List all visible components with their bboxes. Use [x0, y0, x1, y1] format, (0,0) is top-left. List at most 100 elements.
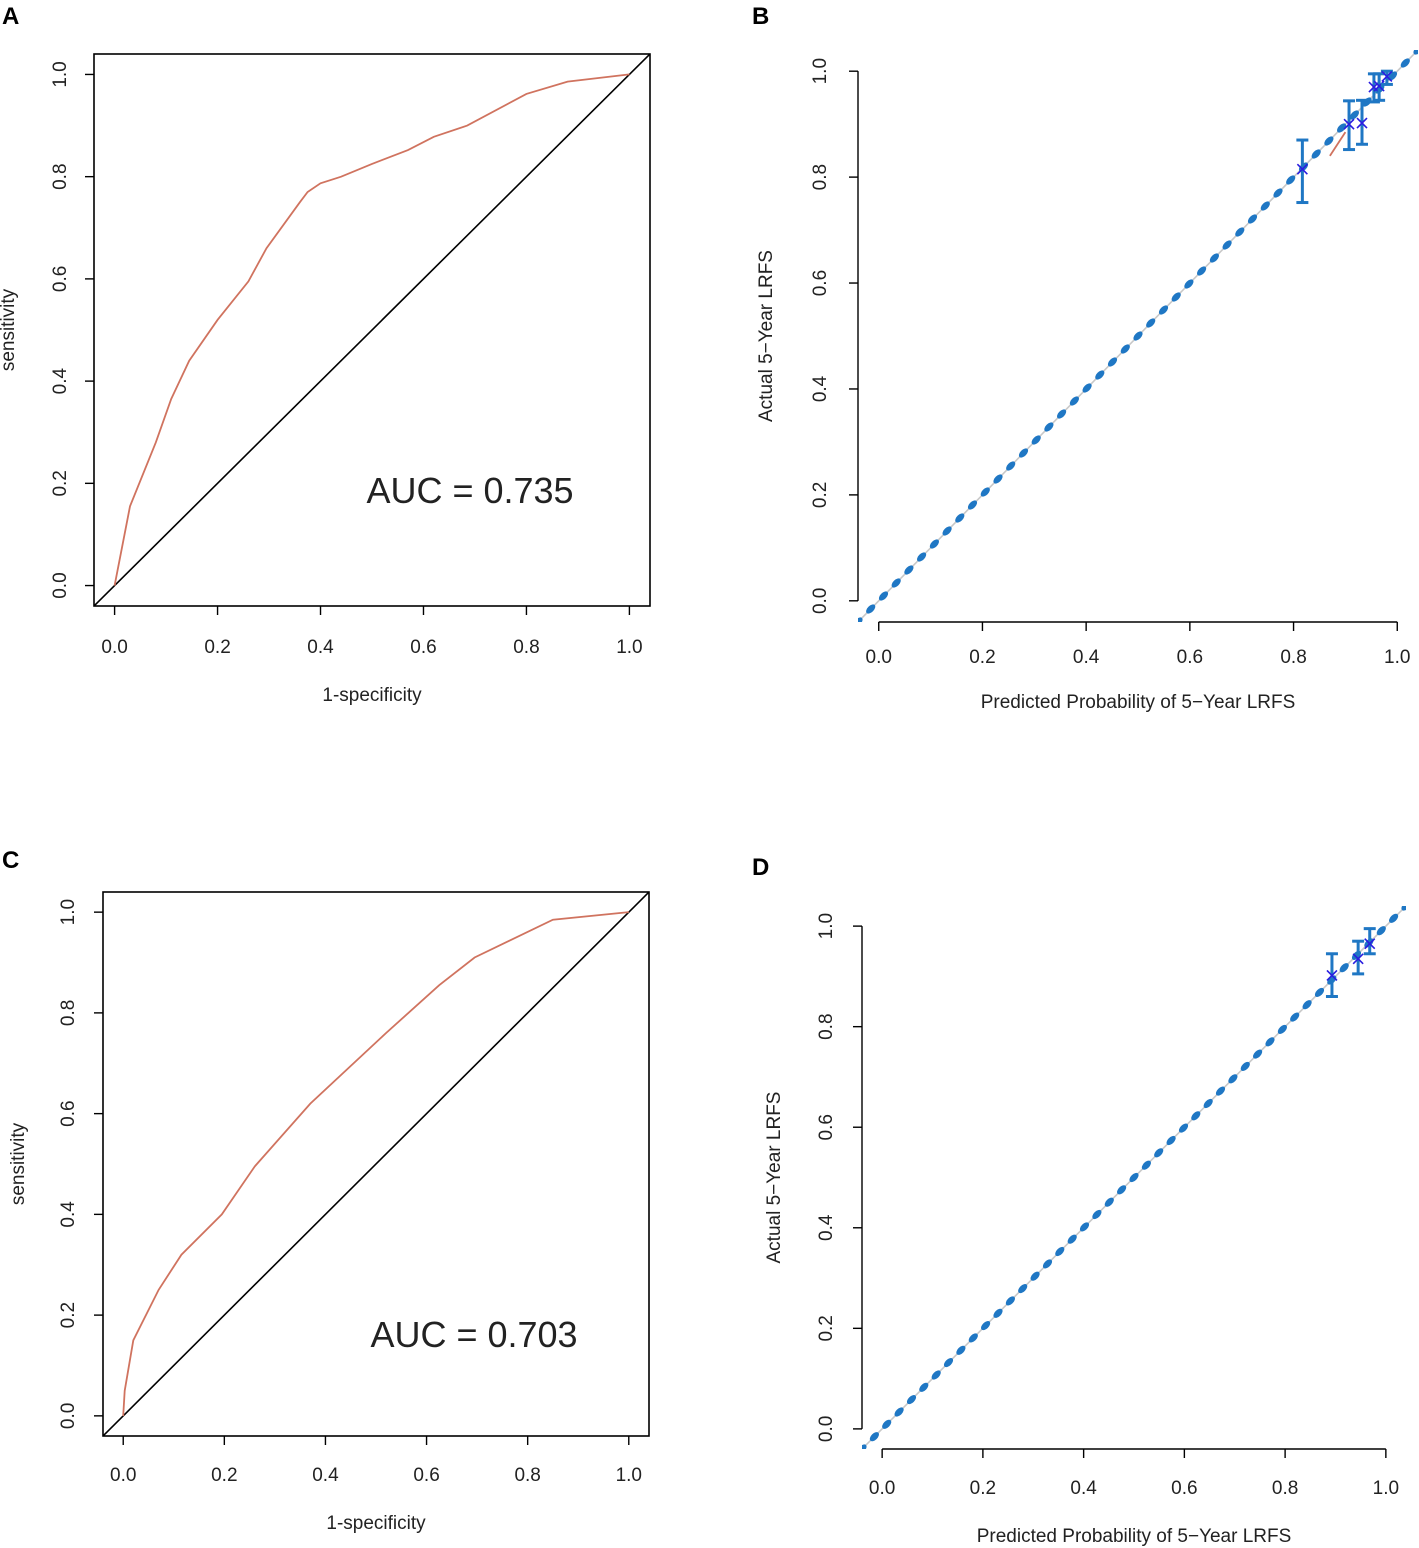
panel-b-dotted-line-dot [1069, 396, 1079, 406]
panel-d-calibration-chart: 0.0 0.2 0.4 0.6 0.8 1.0 0.0 0.2 0.4 0.6 0.8 1.0 Pred… [764, 906, 1406, 1547]
panel-b-dotted-line-dot [1273, 188, 1283, 198]
panel-letter-a: A [2, 3, 19, 30]
panel-b-dotted-line-dot [1222, 240, 1232, 250]
panel-b-x-tick-label: 0.4 [1073, 647, 1100, 668]
panel-d-y-tick-label: 0.6 [816, 1114, 837, 1140]
panel-d-y-tick-label: 0.8 [816, 1013, 837, 1039]
panel-b-x-tick-label: 0.2 [969, 647, 995, 668]
panel-d-dotted-line-dot [956, 1345, 966, 1355]
panel-c-y-tick-label: 0.6 [58, 1100, 79, 1126]
panel-b-y-tick-label: 0.4 [810, 375, 831, 402]
panel-d-dotted-line-dot [1389, 913, 1399, 923]
panel-b-dotted-line-dot [1260, 201, 1270, 211]
panel-d-dotted-line-dot [1042, 1259, 1053, 1269]
panel-b-dotted-line-dot [1387, 71, 1398, 81]
panel-b-dotted-line-dot [955, 513, 965, 523]
panel-b-dotted-line-dot [980, 487, 990, 497]
panel-a-y-tick-label: 0.6 [50, 266, 71, 292]
panel-d-dotted-line-dot [1290, 1012, 1300, 1022]
panel-c-reference-diagonal-line [103, 892, 649, 1436]
panel-d-dotted-line-dot [1141, 1160, 1151, 1170]
panel-letter-b: B [752, 3, 769, 30]
panel-c-x-tick-label: 0.2 [211, 1465, 237, 1486]
panel-d-y-axis-title: Actual 5−Year LRFS [764, 1092, 785, 1264]
panel-d-dotted-line-dot [1079, 1222, 1090, 1232]
panel-b-dotted-line-dot [904, 565, 914, 575]
panel-d-y-tick-label: 1.0 [816, 913, 837, 939]
panel-c-x-axis-title: 1-specificity [326, 1513, 426, 1534]
panel-b-dotted-line-dot [929, 539, 939, 549]
panel-c-x-tick-label: 0.0 [110, 1465, 136, 1486]
panel-b-plot-area [858, 50, 1418, 622]
panel-d-dotted-line-dot [1154, 1148, 1164, 1158]
panel-b-dotted-line-dot [1171, 292, 1181, 302]
panel-d-x-axis-title: Predicted Probability of 5−Year LRFS [977, 1526, 1292, 1547]
panel-d-dotted-line-dot [1129, 1172, 1139, 1183]
panel-a-y-axis-title: sensitivity [0, 288, 19, 371]
panel-b-y-tick-label: 0.6 [810, 270, 831, 296]
panel-d-dotted-line-dot [1178, 1123, 1189, 1133]
panel-b-y-tick-label: 1.0 [810, 58, 831, 84]
panel-b-dotted-line-dot [967, 500, 978, 510]
panel-d-dotted-line-dot [882, 1419, 892, 1429]
panel-a-x-tick-label: 0.8 [513, 637, 539, 658]
panel-b-dotted-line-dot [1146, 318, 1156, 328]
panel-b-y-tick-label: 0.8 [810, 164, 831, 190]
panel-d-dotted-line-dot [869, 1432, 879, 1442]
panel-b-dotted-line-dot [942, 526, 952, 536]
panel-b-dotted-line-dot [1107, 357, 1118, 367]
panel-b-dotted-line-dot [1286, 175, 1296, 185]
panel-b-dotted-line-dot [878, 591, 889, 601]
panel-d-x-tick-label: 0.4 [1070, 1478, 1097, 1499]
panel-d-x-tick-label: 0.2 [970, 1478, 996, 1499]
panel-d-dotted-line-dot [1240, 1061, 1250, 1071]
panel-b-dotted-line-dot [1324, 136, 1334, 146]
panel-d-dotted-line-dot [1302, 1000, 1312, 1010]
panel-d-dotted-line-dot [1030, 1271, 1040, 1281]
panel-a-plot-area [94, 54, 650, 606]
panel-b-x-tick-label: 1.0 [1384, 647, 1410, 668]
panel-c-y-tick-label: 0.0 [58, 1403, 79, 1429]
panel-b-observed-point [1296, 163, 1308, 175]
panel-c-x-tick-label: 0.4 [312, 1465, 339, 1486]
panel-d-x-tick-label: 0.6 [1171, 1478, 1197, 1499]
panel-c-roc-curve [122, 911, 629, 1416]
panel-d-dotted-line-dot [1191, 1111, 1201, 1121]
panel-d-dotted-line-dot [1018, 1284, 1028, 1294]
panel-a-roc-chart: 0.0 0.2 0.4 0.6 0.8 1.0 0.0 0.2 0.4 0.6 0.8 1.0 1-sp… [0, 53, 651, 706]
panel-d-dotted-line-dot [919, 1382, 929, 1392]
panel-b-observed-point [1381, 70, 1393, 83]
panel-d-dotted-line-dot [862, 1444, 867, 1449]
panel-c-y-tick-label: 0.2 [58, 1302, 79, 1328]
panel-d-dotted-line-dot [968, 1333, 978, 1343]
panel-b-dotted-line-dot [1184, 279, 1194, 289]
panel-a-y-tick-label: 0.4 [50, 367, 71, 394]
panel-d-dotted-line-dot [1277, 1024, 1287, 1034]
panel-b-dotted-line-dot [1006, 461, 1016, 471]
panel-letter-c: C [2, 847, 19, 874]
panel-a-plot-frame [93, 53, 651, 607]
panel-d-y-tick-label: 0.4 [816, 1214, 837, 1241]
panel-b-x-tick-label: 0.8 [1280, 647, 1306, 668]
panel-b-dotted-line-dot [1311, 149, 1321, 159]
panel-b-dotted-line-dot [1247, 214, 1258, 224]
panel-d-dotted-line-dot [1228, 1074, 1238, 1084]
panel-b-dotted-line-dot [1337, 123, 1347, 133]
panel-d-observed-point [1352, 953, 1364, 965]
panel-d-dotted-line-dot [906, 1395, 917, 1405]
panel-d-dotted-line-dot [943, 1358, 954, 1368]
panel-d-dotted-line-dot [1166, 1135, 1176, 1146]
panel-d-dotted-line-dot [1339, 963, 1349, 973]
panel-a-x-tick-label: 0.2 [204, 637, 230, 658]
panel-d-dotted-line-dot [1253, 1049, 1263, 1059]
panel-c-x-tick-label: 0.6 [413, 1465, 439, 1486]
panel-a-x-axis-title: 1-specificity [322, 685, 422, 706]
panel-b-observed-point [1343, 118, 1355, 130]
panel-d-dotted-line-dot [993, 1308, 1003, 1318]
panel-a-y-tick-label: 1.0 [50, 61, 71, 87]
panel-b-dotted-line-dot [1209, 253, 1219, 263]
panel-b-dotted-line-dot [1133, 331, 1143, 341]
panel-d-dotted-line-dot [1104, 1197, 1114, 1207]
panel-d-dotted-line-dot [1203, 1098, 1213, 1109]
panel-d-dotted-line-dot [1117, 1185, 1127, 1195]
